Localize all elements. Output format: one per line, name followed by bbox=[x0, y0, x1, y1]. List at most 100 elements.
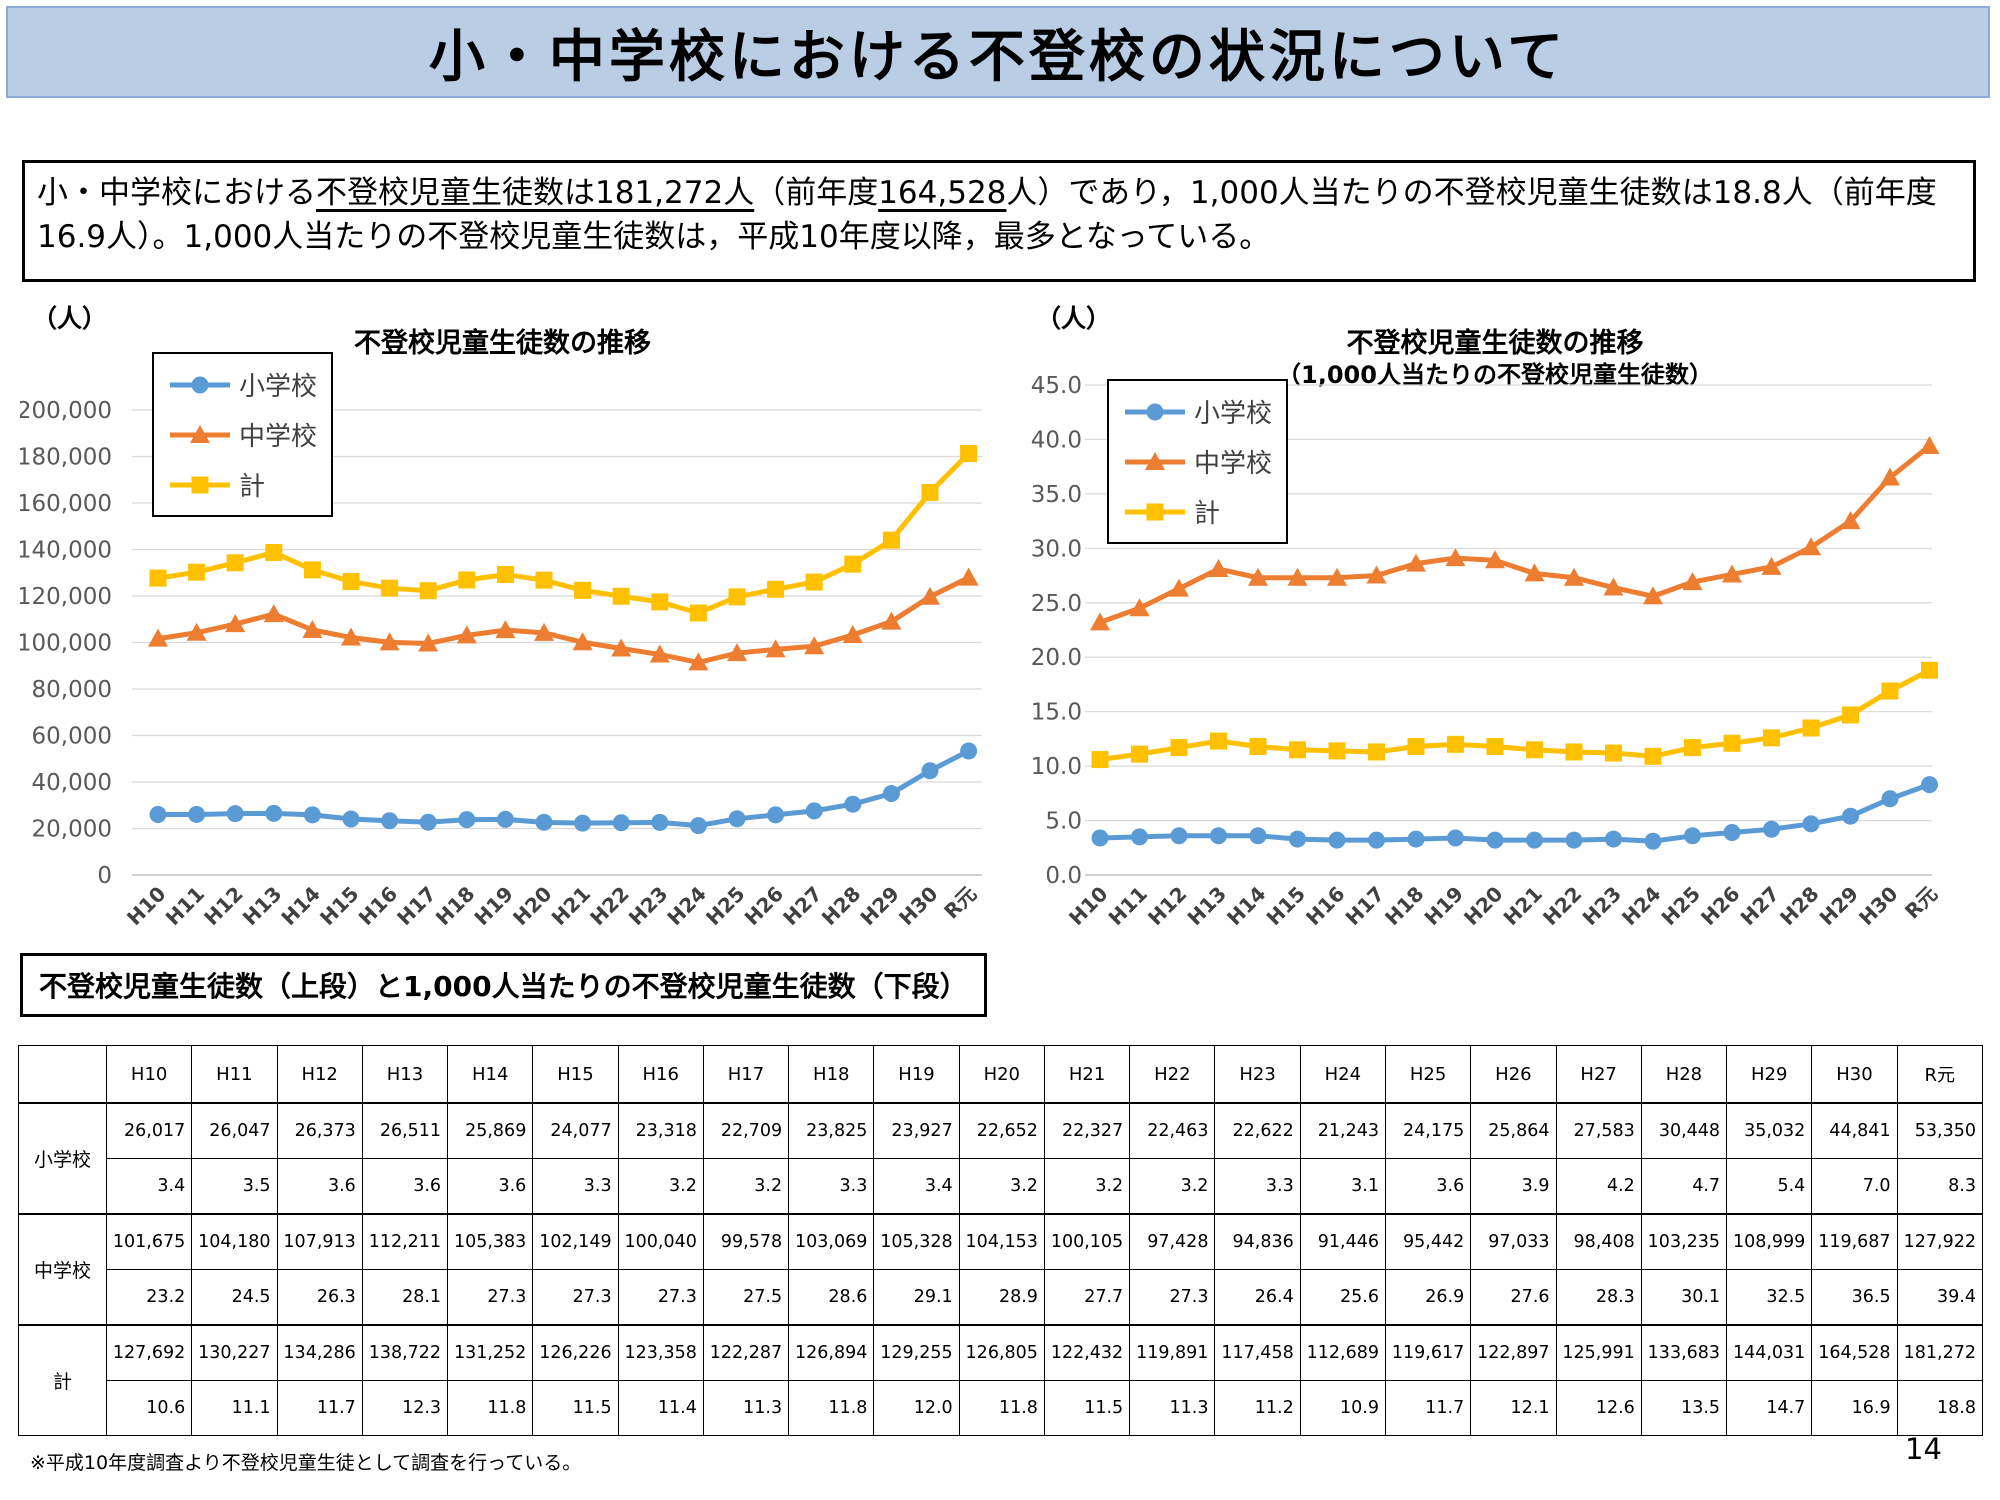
table-cell-rate: 7.0 bbox=[1811, 1158, 1898, 1215]
table-cell-count: 22,622 bbox=[1214, 1102, 1301, 1159]
table-cell-count: 21,243 bbox=[1299, 1102, 1386, 1159]
data-point-circle bbox=[191, 376, 209, 393]
x-tick-label: H14 bbox=[276, 882, 324, 930]
data-point-square bbox=[612, 587, 630, 605]
data-point-triangle bbox=[842, 624, 863, 643]
x-tick-label: H12 bbox=[1143, 882, 1191, 930]
data-point-circle bbox=[728, 810, 746, 828]
table-cell-count: 126,805 bbox=[958, 1324, 1045, 1381]
table-row-count: 計 127,692 130,227 134,286 138,722 131,252 126,… bbox=[18, 1324, 1984, 1436]
line-chart-per-1000: 0.0 5.0 10.0 15.0 20.0 25.0 30.0 35.0 40.0 45.0 H1… bbox=[1031, 373, 1942, 930]
data-point-triangle bbox=[225, 614, 246, 633]
table-cell-rate: 11.3 bbox=[702, 1380, 790, 1436]
data-point-square bbox=[1131, 745, 1148, 763]
y-tick-label: 100,000 bbox=[20, 631, 112, 657]
data-point-circle bbox=[1146, 403, 1164, 420]
table-cell-rate: 3.6 bbox=[447, 1158, 534, 1215]
table-cell-rate: 3.3 bbox=[1214, 1158, 1301, 1215]
x-tick-label: H22 bbox=[1538, 882, 1586, 930]
table-cell-count: 94,836 bbox=[1214, 1213, 1301, 1270]
data-point-triangle bbox=[1145, 451, 1165, 470]
legend-label: 小学校 bbox=[239, 372, 318, 402]
data-point-triangle bbox=[1445, 548, 1466, 567]
table-cell-rate: 12.0 bbox=[873, 1380, 960, 1436]
table-cell-count: 30,448 bbox=[1640, 1102, 1728, 1159]
table-col-header: H10 bbox=[105, 1045, 193, 1104]
x-tick-label: H20 bbox=[508, 882, 556, 930]
x-tick-label: H28 bbox=[1775, 882, 1823, 930]
data-point-square bbox=[149, 569, 167, 587]
table-cell-count: 26,373 bbox=[276, 1102, 363, 1159]
table-cell-rate: 3.1 bbox=[1299, 1158, 1386, 1215]
data-point-square bbox=[496, 565, 514, 583]
table-cell-count: 119,687 bbox=[1811, 1213, 1898, 1270]
table-cell-count: 122,897 bbox=[1470, 1324, 1557, 1381]
table-row-rate: 3.4 3.5 3.6 3.6 3.6 3.3 3.2 3.2 3.3 3.4 3.2 3.2 3.2 3… bbox=[19, 1158, 1984, 1215]
legend-marker-triangle-icon bbox=[170, 424, 230, 443]
table-cell-count: 99,578 bbox=[702, 1213, 790, 1270]
table-cell-rate: 3.6 bbox=[1384, 1158, 1472, 1215]
data-point-circle bbox=[1605, 830, 1622, 848]
table-cell-rate: 3.4 bbox=[105, 1158, 193, 1215]
data-point-square bbox=[1091, 751, 1109, 769]
table-col-header: R元 bbox=[1896, 1045, 1984, 1104]
data-point-square bbox=[1146, 503, 1164, 520]
x-tick-label: H25 bbox=[701, 882, 749, 930]
table-cell-rate: 3.6 bbox=[276, 1158, 363, 1215]
data-point-circle bbox=[574, 814, 592, 832]
chart-title-per-1000: 不登校児童生徒数の推移 bbox=[1346, 328, 1644, 359]
x-tick-label: H13 bbox=[238, 882, 286, 930]
table-cell-count: 25,869 bbox=[447, 1102, 534, 1159]
table-cell-count: 181,272 bbox=[1896, 1324, 1984, 1381]
chart-absolute-counts: （人） 不登校児童生徒数の推移 0 20,000 40,000 60,000 80,00… bbox=[20, 295, 985, 960]
data-point-square bbox=[265, 543, 283, 561]
data-point-circle bbox=[1644, 832, 1662, 850]
table-cell-count: 24,175 bbox=[1384, 1102, 1472, 1159]
data-point-triangle bbox=[186, 622, 207, 641]
table-col-header: H19 bbox=[873, 1045, 960, 1104]
data-point-circle bbox=[1447, 829, 1464, 847]
legend-item-小学校: 小学校 bbox=[1123, 393, 1272, 430]
series-line-小学校 bbox=[1099, 782, 1931, 844]
data-point-square bbox=[188, 563, 206, 581]
table-cell-rate: 3.3 bbox=[788, 1158, 875, 1215]
table-col-header: H11 bbox=[191, 1045, 278, 1104]
y-tick-label: 0 bbox=[97, 863, 112, 889]
table-cell-rate: 3.4 bbox=[873, 1158, 960, 1215]
data-point-circle bbox=[1170, 827, 1188, 845]
data-point-square bbox=[191, 476, 209, 493]
y-tick-label: 40.0 bbox=[1031, 427, 1082, 453]
data-point-circle bbox=[1131, 828, 1148, 846]
table-cell-count: 126,226 bbox=[532, 1324, 619, 1381]
data-point-triangle bbox=[649, 644, 670, 663]
data-point-triangle bbox=[1524, 563, 1545, 582]
x-tick-label: H26 bbox=[740, 882, 788, 930]
x-tick-label: H18 bbox=[431, 882, 479, 930]
data-point-triangle bbox=[1090, 612, 1110, 631]
table-cell-rate: 26.9 bbox=[1384, 1269, 1472, 1326]
data-point-square bbox=[1407, 738, 1425, 756]
y-tick-label: 15.0 bbox=[1031, 700, 1082, 726]
table-cell-count: 122,287 bbox=[702, 1324, 790, 1381]
data-point-square bbox=[805, 573, 823, 591]
y-tick-label: 180,000 bbox=[20, 445, 112, 471]
data-point-square bbox=[882, 531, 900, 549]
data-point-triangle bbox=[495, 620, 516, 639]
x-tick-label: H15 bbox=[315, 882, 363, 930]
line-chart-absolute: 0 20,000 40,000 60,000 80,000 100,000 120,000 1… bbox=[20, 398, 982, 930]
y-tick-label: 20,000 bbox=[32, 817, 112, 843]
x-tick-label: H14 bbox=[1222, 882, 1270, 930]
table-cell-rate: 11.7 bbox=[1384, 1380, 1472, 1436]
data-point-circle bbox=[844, 795, 862, 813]
data-point-circle bbox=[1881, 790, 1899, 808]
table-cell-rate: 11.4 bbox=[617, 1380, 704, 1436]
data-point-circle bbox=[1526, 831, 1543, 849]
data-point-circle bbox=[1407, 830, 1425, 848]
footnote: ※平成10年度調査より不登校児童生徒として調査を行っている。 bbox=[30, 1452, 582, 1474]
data-point-square bbox=[1921, 661, 1938, 679]
data-point-triangle bbox=[881, 611, 902, 630]
table-cell-count: 119,617 bbox=[1384, 1324, 1472, 1381]
table-cell-count: 107,913 bbox=[276, 1213, 363, 1270]
summary-text-2: （前年度 bbox=[754, 175, 879, 211]
